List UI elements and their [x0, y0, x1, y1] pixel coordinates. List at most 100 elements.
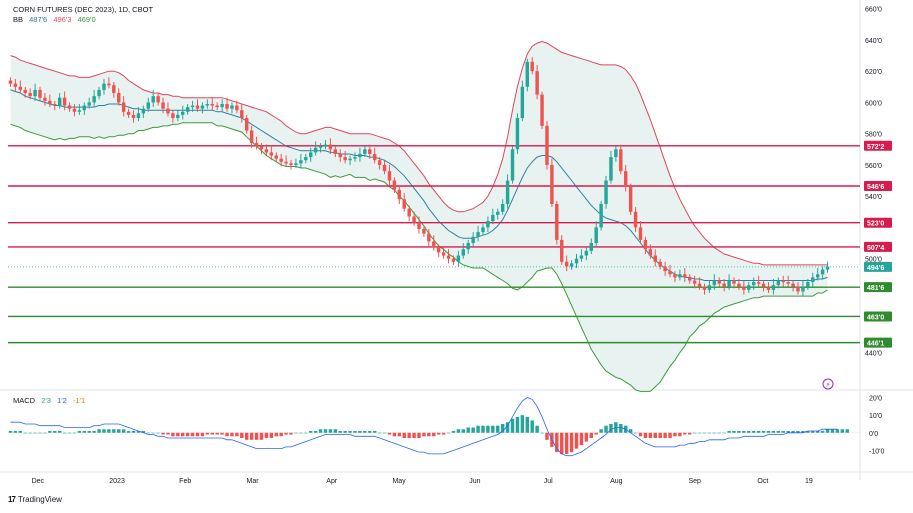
candle-body [648, 249, 653, 256]
bb-label: BB [13, 15, 24, 24]
candle [727, 274, 731, 290]
candle-body [683, 274, 687, 278]
macd-histogram-bar [156, 432, 160, 434]
candle-body [555, 203, 559, 240]
macd-histogram-bar [835, 429, 840, 433]
candle [333, 146, 338, 158]
candle-body [594, 227, 598, 244]
candle-body [264, 149, 269, 153]
candle-body [382, 164, 387, 172]
macd-value-signal: -1'1 [72, 396, 86, 405]
candle-body [82, 105, 87, 111]
symbol-legend: CORN FUTURES (DEC 2023), 1D, CBOT [13, 5, 157, 14]
macd-histogram-bar [294, 432, 298, 434]
x-tick-label: Dec [32, 478, 45, 485]
candle [496, 208, 500, 220]
macd-histogram-bar [240, 432, 244, 439]
price-label-support: 446'1 [864, 337, 892, 348]
candle-body [23, 89, 27, 94]
macd-histogram-bar [318, 429, 323, 433]
candle-body [43, 97, 47, 101]
candle-body [220, 103, 224, 108]
candle-body [181, 111, 185, 115]
candle-body [791, 283, 795, 287]
macd-histogram-bar [181, 432, 185, 437]
macd-histogram-bar [151, 432, 155, 434]
price-label-support: 463'0 [864, 311, 892, 322]
candle-body [722, 283, 726, 287]
candle [663, 261, 667, 276]
macd-histogram-bar [269, 432, 274, 439]
macd-histogram-bar [722, 432, 726, 434]
candle [722, 278, 726, 292]
candle-body [643, 239, 648, 250]
y-tick-label: 560'0 [865, 163, 882, 170]
candle-body [156, 96, 160, 103]
candle-body [742, 286, 746, 290]
macd-histogram-bar [560, 432, 564, 454]
macd-histogram-bar [72, 432, 77, 434]
macd-histogram-bar [801, 431, 805, 433]
candle [33, 83, 37, 101]
candle-body [673, 274, 677, 278]
macd-histogram-bar [446, 432, 451, 434]
macd-histogram-bar [23, 432, 27, 434]
macd-histogram-bar [57, 431, 62, 433]
macd-histogram-bar [82, 431, 87, 433]
candle-body [107, 83, 111, 86]
macd-histogram-bar [505, 422, 510, 433]
macd-histogram-bar [235, 432, 239, 437]
macd-histogram-bar [555, 432, 559, 453]
tradingview-logo[interactable]: 17 TradingView [8, 495, 62, 504]
price-label-box [864, 282, 892, 293]
macd-histogram-bar [515, 416, 520, 433]
candle-body [456, 255, 461, 262]
x-tick-label: Sep [688, 478, 701, 485]
candle [732, 277, 736, 289]
macd-histogram-bar [628, 429, 633, 433]
candle [77, 103, 82, 115]
candle-body [205, 103, 210, 106]
candle-body [195, 105, 200, 109]
candle-body [92, 96, 96, 103]
candle [294, 158, 298, 169]
candle [254, 136, 259, 150]
macd-histogram-bar [200, 432, 205, 437]
candle [136, 107, 141, 122]
candle [284, 155, 288, 167]
macd-histogram-bar [264, 432, 269, 439]
candle [564, 255, 569, 272]
macd-histogram-bar [205, 432, 210, 435]
macd-histogram-bar [471, 427, 475, 433]
candle-body [402, 199, 406, 209]
candle [269, 146, 274, 161]
lightning-icon: ⚡ [822, 378, 834, 390]
macd-histogram-bar [796, 431, 800, 433]
candle-body [308, 152, 313, 158]
candle [796, 282, 800, 295]
candle [584, 247, 589, 261]
candle-body [353, 157, 357, 159]
macd-histogram-bar [786, 431, 790, 433]
candle [48, 94, 52, 108]
macd-histogram-bar [368, 431, 372, 433]
macd-histogram-bar [619, 423, 623, 433]
candle [264, 144, 269, 156]
candle-body [461, 249, 466, 256]
macd-value-hist: 2'3 [41, 396, 51, 405]
candle-body [215, 105, 219, 108]
candle [318, 143, 323, 153]
candle-body [13, 83, 18, 87]
candle [323, 139, 328, 150]
macd-histogram-bar [427, 432, 431, 437]
macd-histogram-bar [476, 425, 480, 433]
candle [815, 268, 820, 281]
macd-histogram-bar [185, 432, 190, 437]
candle-body [476, 232, 480, 237]
candle [520, 80, 525, 122]
candle-body [781, 280, 785, 283]
candle-body [333, 149, 338, 154]
candle [67, 102, 72, 112]
